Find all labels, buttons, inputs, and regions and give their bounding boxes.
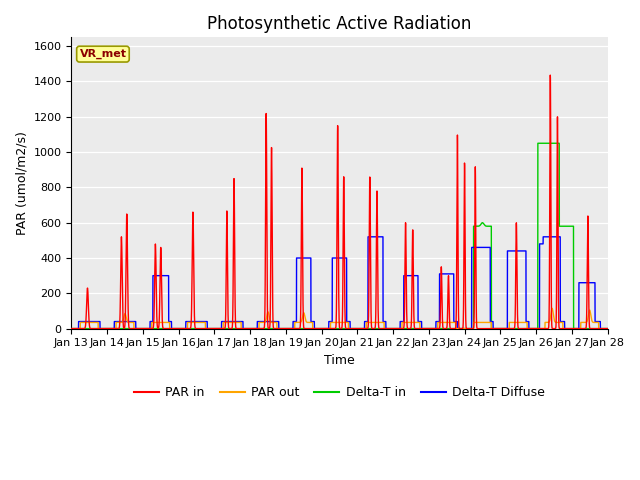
X-axis label: Time: Time bbox=[324, 354, 355, 367]
Text: VR_met: VR_met bbox=[79, 49, 127, 59]
Legend: PAR in, PAR out, Delta-T in, Delta-T Diffuse: PAR in, PAR out, Delta-T in, Delta-T Dif… bbox=[129, 382, 550, 405]
Y-axis label: PAR (umol/m2/s): PAR (umol/m2/s) bbox=[15, 131, 28, 235]
Title: Photosynthetic Active Radiation: Photosynthetic Active Radiation bbox=[207, 15, 472, 33]
